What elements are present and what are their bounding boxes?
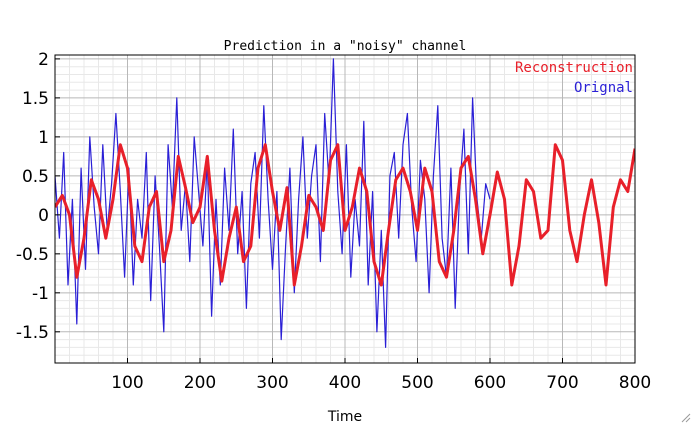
x-tick-label: 700 <box>546 373 578 393</box>
x-tick-label: 100 <box>111 373 143 393</box>
major-grid <box>54 55 636 363</box>
y-tick-label: -1.5 <box>16 323 49 343</box>
y-tick-label: 1.5 <box>22 89 49 109</box>
x-tick-label: 500 <box>401 373 433 393</box>
x-tick-label: 800 <box>619 373 651 393</box>
y-tick-label: -1 <box>32 284 49 304</box>
y-tick-label: 0.5 <box>22 167 49 187</box>
legend-entry: Orignal <box>574 80 633 96</box>
resize-grip-icon[interactable] <box>679 411 691 423</box>
legend-entry: Reconstruction <box>515 60 633 76</box>
x-tick-label: 200 <box>184 373 216 393</box>
chart-title: Prediction in a "noisy" channel <box>224 39 467 54</box>
x-tick-label: 600 <box>474 373 506 393</box>
y-tick-label: 0 <box>38 206 49 226</box>
legend: Reconstruction Orignal <box>515 60 633 96</box>
x-axis-ticks: 100 200 300 400 500 600 700 800 <box>111 358 651 393</box>
x-tick-label: 300 <box>256 373 288 393</box>
y-tick-label: -0.5 <box>16 245 49 265</box>
series-line-reconstruction <box>55 143 635 287</box>
series-layer <box>55 58 635 348</box>
y-tick-label: 2 <box>38 50 49 70</box>
y-tick-label: 1 <box>38 128 49 148</box>
x-axis-label: Time <box>327 409 362 425</box>
x-tick-label: 400 <box>329 373 361 393</box>
y-axis-ticks: -1.5 -1 -0.5 0 0.5 1 1.5 2 <box>16 50 60 343</box>
